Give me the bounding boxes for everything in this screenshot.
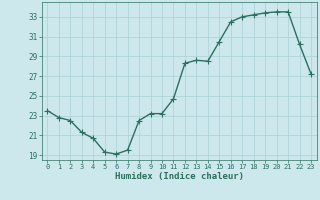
X-axis label: Humidex (Indice chaleur): Humidex (Indice chaleur) — [115, 172, 244, 181]
